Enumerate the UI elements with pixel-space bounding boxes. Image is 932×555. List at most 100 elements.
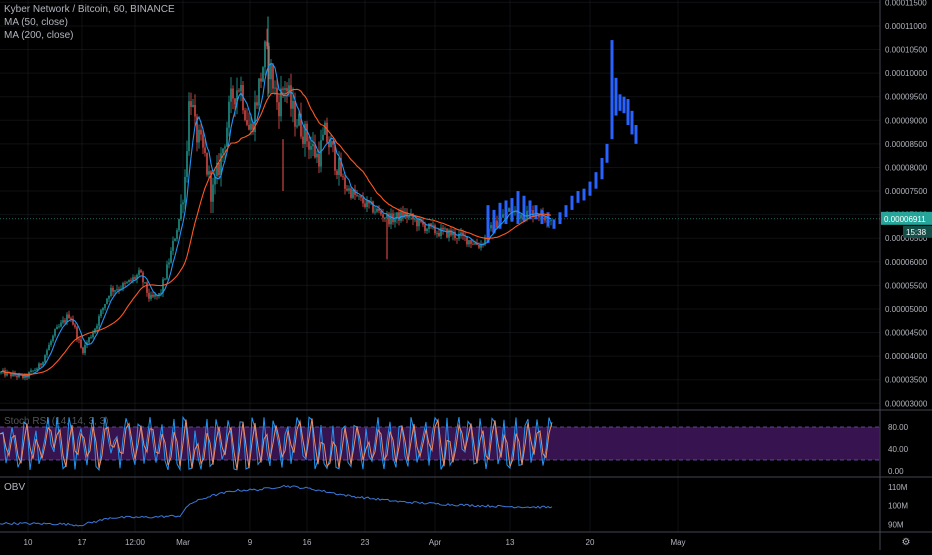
projection-bar xyxy=(564,205,568,217)
candle-up xyxy=(100,310,102,317)
candle-up xyxy=(48,344,50,351)
candle-up xyxy=(44,355,46,363)
candle-up xyxy=(24,374,26,379)
projection-bar xyxy=(626,99,630,125)
candle-up xyxy=(222,148,224,154)
candle-down xyxy=(430,223,432,226)
candle-down xyxy=(112,287,114,292)
candle-down xyxy=(76,327,78,340)
candle-up xyxy=(264,41,266,68)
candle-down xyxy=(202,134,204,148)
candle-up xyxy=(170,250,172,263)
time-tick-label: Apr xyxy=(429,538,442,547)
candle-up xyxy=(316,153,318,158)
candle-up xyxy=(250,123,252,130)
candle-down xyxy=(342,176,344,178)
candle-up xyxy=(254,102,256,132)
candle-up xyxy=(158,293,160,296)
candle-up xyxy=(418,218,420,227)
candle-down xyxy=(446,228,448,238)
price-tick-label: 0.00005500 xyxy=(885,281,928,290)
candle-up xyxy=(452,231,454,236)
candle-down xyxy=(398,212,400,221)
candle-up xyxy=(96,325,98,329)
price-tick-label: 0.00009500 xyxy=(885,93,928,102)
candle-up xyxy=(54,329,56,336)
projection-bar xyxy=(622,96,626,114)
symbol-title[interactable]: Kyber Network / Bitcoin, 60, BINANCE xyxy=(4,4,175,15)
candle-up xyxy=(198,129,200,143)
projection-bar xyxy=(534,205,538,220)
candle-down xyxy=(544,216,546,221)
candle-down xyxy=(194,104,196,117)
candle-down xyxy=(454,231,456,239)
candle-up xyxy=(324,122,326,135)
projection-bar xyxy=(540,209,544,225)
projection-bar xyxy=(570,195,574,210)
candle-down xyxy=(22,374,24,379)
obv-legend[interactable]: OBV xyxy=(4,482,26,493)
ma200-line xyxy=(0,88,552,376)
candle-down xyxy=(356,194,358,197)
time-tick-label: 20 xyxy=(586,538,595,547)
candle-up xyxy=(0,371,2,373)
candle-down xyxy=(238,90,240,92)
candle-down xyxy=(378,208,380,211)
candle-up xyxy=(288,85,290,92)
obv-tick-label: 90M xyxy=(888,520,904,529)
candle-down xyxy=(80,339,82,348)
candle-down xyxy=(340,158,342,177)
candle-down xyxy=(388,213,390,225)
candle-up xyxy=(526,210,528,219)
candle-down xyxy=(232,88,234,99)
candle-down xyxy=(470,240,472,244)
candle-up xyxy=(298,113,300,126)
candle-down xyxy=(438,232,440,236)
candle-down xyxy=(360,195,362,198)
ma200-legend[interactable]: MA (200, close) xyxy=(4,30,74,41)
settings-gear-icon[interactable]: ⚙ xyxy=(902,537,911,548)
candle-up xyxy=(18,374,20,378)
projection-bar xyxy=(546,212,550,227)
candle-down xyxy=(384,217,386,219)
candle-down xyxy=(16,375,18,378)
projection-bar xyxy=(605,143,609,163)
projection-bar xyxy=(588,181,592,196)
candle-down xyxy=(466,236,468,245)
projection-bar xyxy=(528,200,532,220)
stoch-layer xyxy=(0,415,553,472)
candle-up xyxy=(46,350,48,356)
candle-up xyxy=(32,370,34,372)
candle-up xyxy=(62,320,64,323)
candle-down xyxy=(268,46,270,80)
ma50-line xyxy=(0,62,552,377)
candle-up xyxy=(224,146,226,149)
candle-up xyxy=(50,340,52,345)
price-tick-label: 0.00008500 xyxy=(885,140,928,149)
candle-down xyxy=(266,41,268,47)
candle-up xyxy=(122,283,124,289)
candle-down xyxy=(260,78,262,82)
price-tick-label: 0.00006500 xyxy=(885,234,928,243)
candle-down xyxy=(286,88,288,92)
candle-down xyxy=(82,347,84,353)
candle-up xyxy=(34,370,36,371)
price-tick-label: 0.00011000 xyxy=(885,22,927,31)
ma50-legend[interactable]: MA (50, close) xyxy=(4,17,68,28)
candle-down xyxy=(302,136,304,144)
candle-up xyxy=(88,337,90,343)
candle-up xyxy=(374,211,376,213)
ma-layer xyxy=(0,62,552,377)
candle-down xyxy=(538,215,540,218)
stoch-tick-label: 80.00 xyxy=(888,423,909,432)
candle-down xyxy=(442,227,444,230)
candle-up xyxy=(108,295,110,299)
stoch-rsi-legend[interactable]: Stoch RSI (14, 14, 3, 3) xyxy=(4,416,109,427)
candle-up xyxy=(208,171,210,175)
candle-down xyxy=(456,238,458,239)
price-tick-label: 0.00011500 xyxy=(885,0,927,7)
candle-up xyxy=(58,326,60,328)
